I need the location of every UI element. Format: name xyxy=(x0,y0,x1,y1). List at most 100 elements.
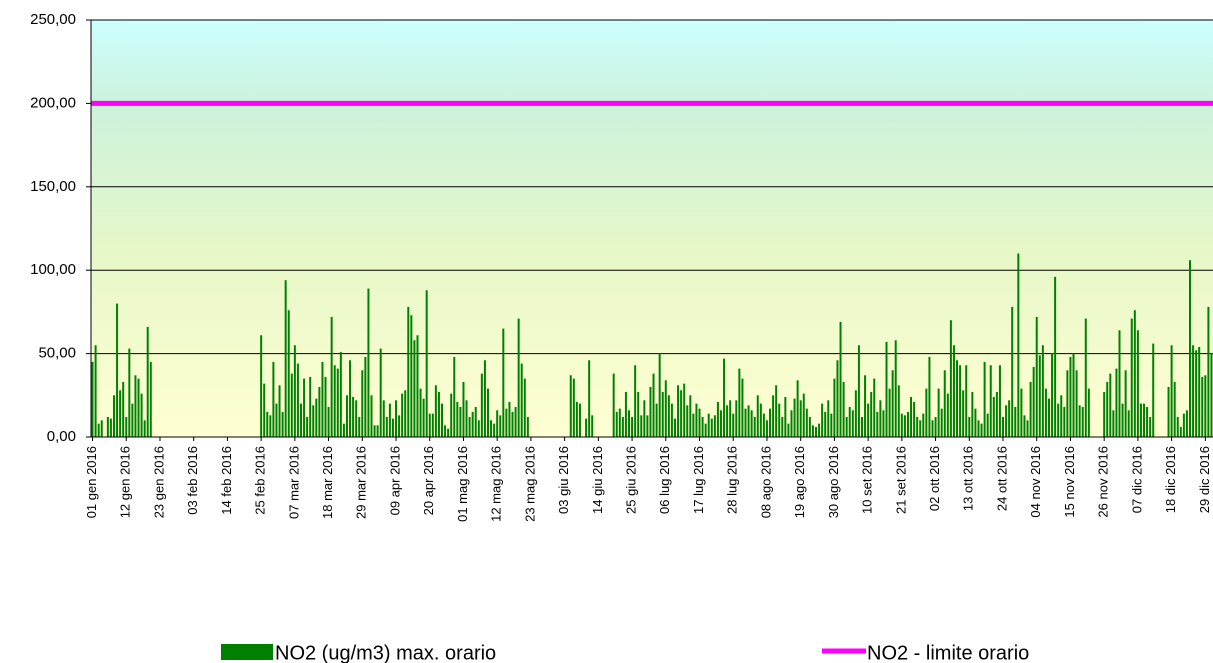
bar xyxy=(413,340,416,437)
bar xyxy=(361,370,364,437)
bar xyxy=(704,423,707,437)
bar xyxy=(1182,413,1185,437)
bar xyxy=(815,426,818,437)
bar xyxy=(1136,330,1139,437)
bar xyxy=(860,416,863,437)
legend-swatch xyxy=(221,644,273,660)
bar xyxy=(109,418,112,437)
bar xyxy=(1201,376,1204,437)
bar xyxy=(986,413,989,437)
bar xyxy=(943,370,946,437)
bar xyxy=(137,378,140,437)
bar xyxy=(686,405,689,437)
bar xyxy=(879,400,882,437)
bar xyxy=(450,393,453,437)
bar xyxy=(980,423,983,437)
bar xyxy=(1139,403,1142,437)
bar xyxy=(845,416,848,437)
bar xyxy=(379,348,382,437)
bar xyxy=(673,418,676,437)
bar xyxy=(569,375,572,437)
bar xyxy=(790,410,793,437)
x-tick-label: 19 ago 2016 xyxy=(792,446,807,518)
bar xyxy=(459,406,462,437)
bar xyxy=(756,395,759,437)
bar xyxy=(701,416,704,437)
bar xyxy=(1023,415,1026,437)
bar xyxy=(1041,345,1044,437)
bar xyxy=(416,335,419,437)
x-tick-label: 12 mag 2016 xyxy=(489,446,504,522)
bar xyxy=(640,415,643,437)
x-tick-label: 13 ott 2016 xyxy=(961,446,976,511)
bar xyxy=(772,395,775,437)
bar xyxy=(1032,366,1035,437)
bar xyxy=(885,341,888,437)
x-tick-label: 23 mag 2016 xyxy=(522,446,537,522)
bar xyxy=(143,420,146,437)
bar xyxy=(410,315,413,437)
y-tick-label: 0,00 xyxy=(47,428,76,445)
bar xyxy=(364,356,367,437)
bar xyxy=(578,403,581,437)
bar xyxy=(575,401,578,437)
bar xyxy=(1121,403,1124,437)
bar xyxy=(1005,405,1008,437)
bar xyxy=(989,365,992,437)
x-tick-label: 18 dic 2016 xyxy=(1163,446,1178,513)
bar xyxy=(1195,350,1198,437)
bar xyxy=(146,326,149,437)
bar xyxy=(965,365,968,437)
bar xyxy=(477,420,480,437)
bar xyxy=(330,316,333,437)
legend-label: NO2 (ug/m3) max. orario xyxy=(275,642,496,663)
bar xyxy=(398,415,401,437)
bar xyxy=(434,385,437,437)
bar xyxy=(805,408,808,437)
bar xyxy=(352,396,355,437)
x-tick-label: 30 ago 2016 xyxy=(826,446,841,518)
bar xyxy=(854,390,857,437)
x-tick-label: 18 mar 2016 xyxy=(320,446,335,519)
x-tick-label: 25 feb 2016 xyxy=(253,446,268,515)
x-tick-label: 04 nov 2016 xyxy=(1028,446,1043,518)
bar xyxy=(882,410,885,437)
bar xyxy=(321,361,324,437)
bar xyxy=(1170,345,1173,437)
x-tick-label: 14 giu 2016 xyxy=(590,446,605,514)
bar xyxy=(428,413,431,437)
bar xyxy=(680,390,683,437)
bar xyxy=(1020,388,1023,437)
bar xyxy=(692,413,695,437)
bar xyxy=(1185,410,1188,437)
bar xyxy=(502,328,505,437)
bar xyxy=(125,416,128,437)
bar xyxy=(992,396,995,437)
bar xyxy=(928,356,931,437)
bar xyxy=(296,363,299,437)
bar xyxy=(508,401,511,437)
bar xyxy=(784,396,787,437)
bar xyxy=(811,425,814,437)
bar xyxy=(851,410,854,437)
bar xyxy=(1087,388,1090,437)
bar xyxy=(514,406,517,437)
bar xyxy=(968,416,971,437)
bar xyxy=(1035,316,1038,437)
x-tick-label: 03 feb 2016 xyxy=(185,446,200,515)
x-tick-label: 29 mar 2016 xyxy=(354,446,369,519)
bar xyxy=(303,378,306,437)
bar xyxy=(949,320,952,437)
bar xyxy=(649,386,652,437)
bar xyxy=(327,406,330,437)
bar xyxy=(447,428,450,437)
bar xyxy=(422,398,425,437)
bar xyxy=(781,416,784,437)
bar xyxy=(867,403,870,437)
bar xyxy=(517,318,520,437)
x-tick-label: 09 apr 2016 xyxy=(387,446,402,515)
bar xyxy=(1026,420,1029,437)
bar xyxy=(444,425,447,437)
bar xyxy=(1081,406,1084,437)
bar xyxy=(971,391,974,437)
